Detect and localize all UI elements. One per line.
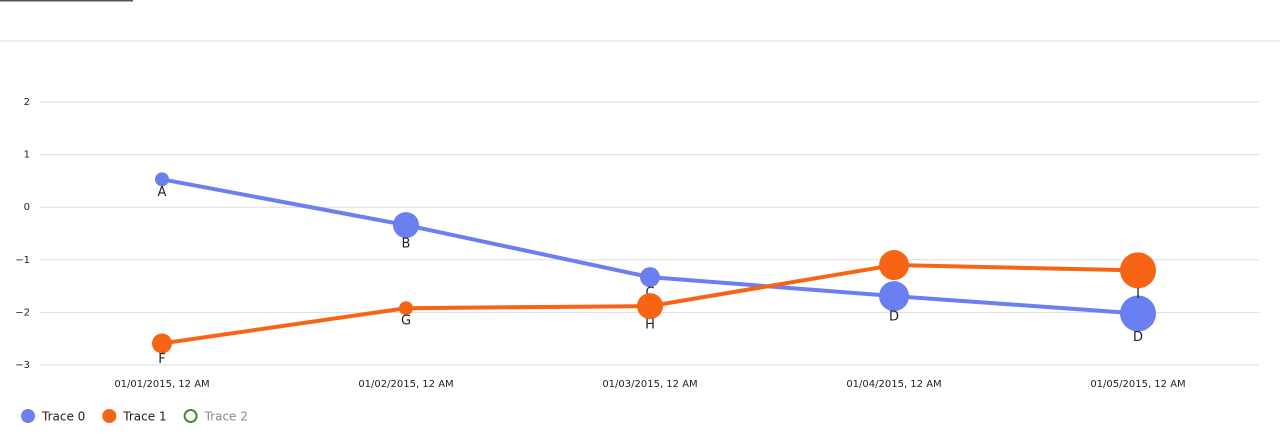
marker [1120, 252, 1156, 289]
y-tick-label: 1 [24, 150, 30, 161]
marker [152, 333, 172, 354]
legend-label[interactable]: Trace 1 [122, 410, 166, 424]
legend-label[interactable]: Trace 0 [41, 410, 85, 424]
marker [879, 281, 909, 312]
point-label: H [645, 318, 655, 333]
marker [393, 212, 419, 239]
x-tick-label: 01/01/2015, 12 AM [114, 379, 209, 390]
y-tick-label: −3 [15, 360, 30, 371]
legend-label[interactable]: Trace 2 [204, 410, 248, 424]
marker [640, 267, 660, 288]
marker [399, 301, 413, 316]
point-label: I [1136, 287, 1140, 302]
y-tick-label: −1 [15, 255, 30, 266]
x-tick-label: 01/04/2015, 12 AM [846, 379, 941, 390]
point-label: D [889, 310, 899, 325]
marker [637, 293, 663, 320]
point-label: D [1133, 330, 1143, 345]
y-tick-label: 2 [24, 97, 30, 108]
legend-swatch[interactable] [102, 409, 117, 423]
point-label: B [402, 237, 411, 252]
y-tick-label: −2 [15, 307, 30, 318]
marker [155, 172, 169, 187]
marker [879, 250, 909, 281]
y-tick-label: 0 [24, 202, 30, 213]
top-tab [0, 0, 133, 2]
marker [1120, 295, 1156, 332]
point-label: F [158, 352, 165, 367]
point-label: A [158, 185, 167, 200]
x-tick-label: 01/03/2015, 12 AM [602, 379, 697, 390]
x-tick-label: 01/02/2015, 12 AM [358, 379, 453, 390]
legend-swatch[interactable] [21, 409, 35, 423]
x-tick-label: 01/05/2015, 12 AM [1090, 379, 1185, 390]
point-label: G [401, 314, 411, 329]
legend-swatch[interactable] [183, 409, 198, 423]
